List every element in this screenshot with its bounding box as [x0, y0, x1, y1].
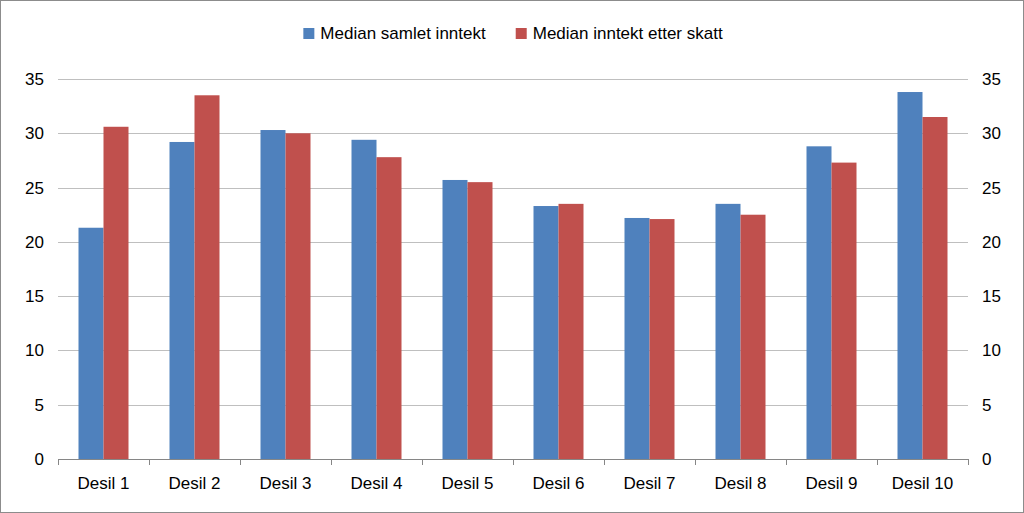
bar [104, 127, 129, 459]
y-tick-label: 35 [25, 70, 44, 89]
bar [716, 204, 741, 459]
bar [195, 95, 220, 459]
bar [807, 146, 832, 459]
y2-tick-label: 0 [982, 450, 991, 469]
bar [443, 180, 468, 459]
x-tick-label: Desil 4 [351, 474, 403, 493]
x-tick [695, 459, 696, 465]
y-tick-label: 15 [25, 287, 44, 306]
y-tick-label: 10 [25, 341, 44, 360]
bar [261, 130, 286, 459]
legend-swatch [516, 28, 527, 39]
legend: Median samlet inntekt Median inntekt ette… [303, 24, 723, 43]
y2-tick-label: 30 [982, 124, 1001, 143]
bar [832, 163, 857, 459]
legend-label: Median samlet inntekt [320, 24, 486, 43]
x-tick [58, 459, 59, 465]
x-tick [968, 459, 969, 465]
y2-tick-label: 10 [982, 341, 1001, 360]
grid-line [58, 79, 968, 80]
x-tick-label: Desil 6 [533, 474, 585, 493]
x-tick [240, 459, 241, 465]
bar [650, 219, 675, 459]
y2-tick-label: 20 [982, 233, 1001, 252]
x-tick-label: Desil 8 [715, 474, 767, 493]
x-tick-label: Desil 7 [624, 474, 676, 493]
legend-label: Median inntekt etter skatt [533, 24, 723, 43]
x-tick-label: Desil 2 [169, 474, 221, 493]
bar [559, 204, 584, 459]
bar [898, 92, 923, 459]
bar [534, 206, 559, 459]
y-tick-label: 30 [25, 124, 44, 143]
x-tick [331, 459, 332, 465]
y2-tick-label: 25 [982, 179, 1001, 198]
bar [170, 142, 195, 459]
x-tick [149, 459, 150, 465]
y2-tick-label: 5 [982, 396, 991, 415]
bar [377, 157, 402, 459]
y-tick-label: 0 [35, 450, 44, 469]
bars [79, 92, 948, 459]
x-tick [422, 459, 423, 465]
bar [468, 182, 493, 459]
x-tick [877, 459, 878, 465]
legend-swatch [303, 28, 314, 39]
bar [923, 117, 948, 459]
y2-tick-label: 35 [982, 70, 1001, 89]
frame [1, 1, 1024, 513]
bar [625, 218, 650, 459]
chart: 0 5 10 15 20 25 30 35 0 5 10 15 20 25 30 35 Desil 1 Desil… [0, 0, 1024, 513]
bar [741, 215, 766, 459]
x-tick-label: Desil 10 [892, 474, 953, 493]
x-tick-label: Desil 5 [442, 474, 494, 493]
x-tick-label: Desil 9 [806, 474, 858, 493]
x-tick [604, 459, 605, 465]
y-tick-label: 25 [25, 179, 44, 198]
x-tick [513, 459, 514, 465]
y2-tick-label: 15 [982, 287, 1001, 306]
y-tick-label: 20 [25, 233, 44, 252]
x-tick-label: Desil 3 [260, 474, 312, 493]
bar [79, 228, 104, 459]
x-tick-label: Desil 1 [78, 474, 130, 493]
y-tick-label: 5 [35, 396, 44, 415]
bar [352, 140, 377, 459]
x-tick [786, 459, 787, 465]
bar [286, 133, 311, 459]
